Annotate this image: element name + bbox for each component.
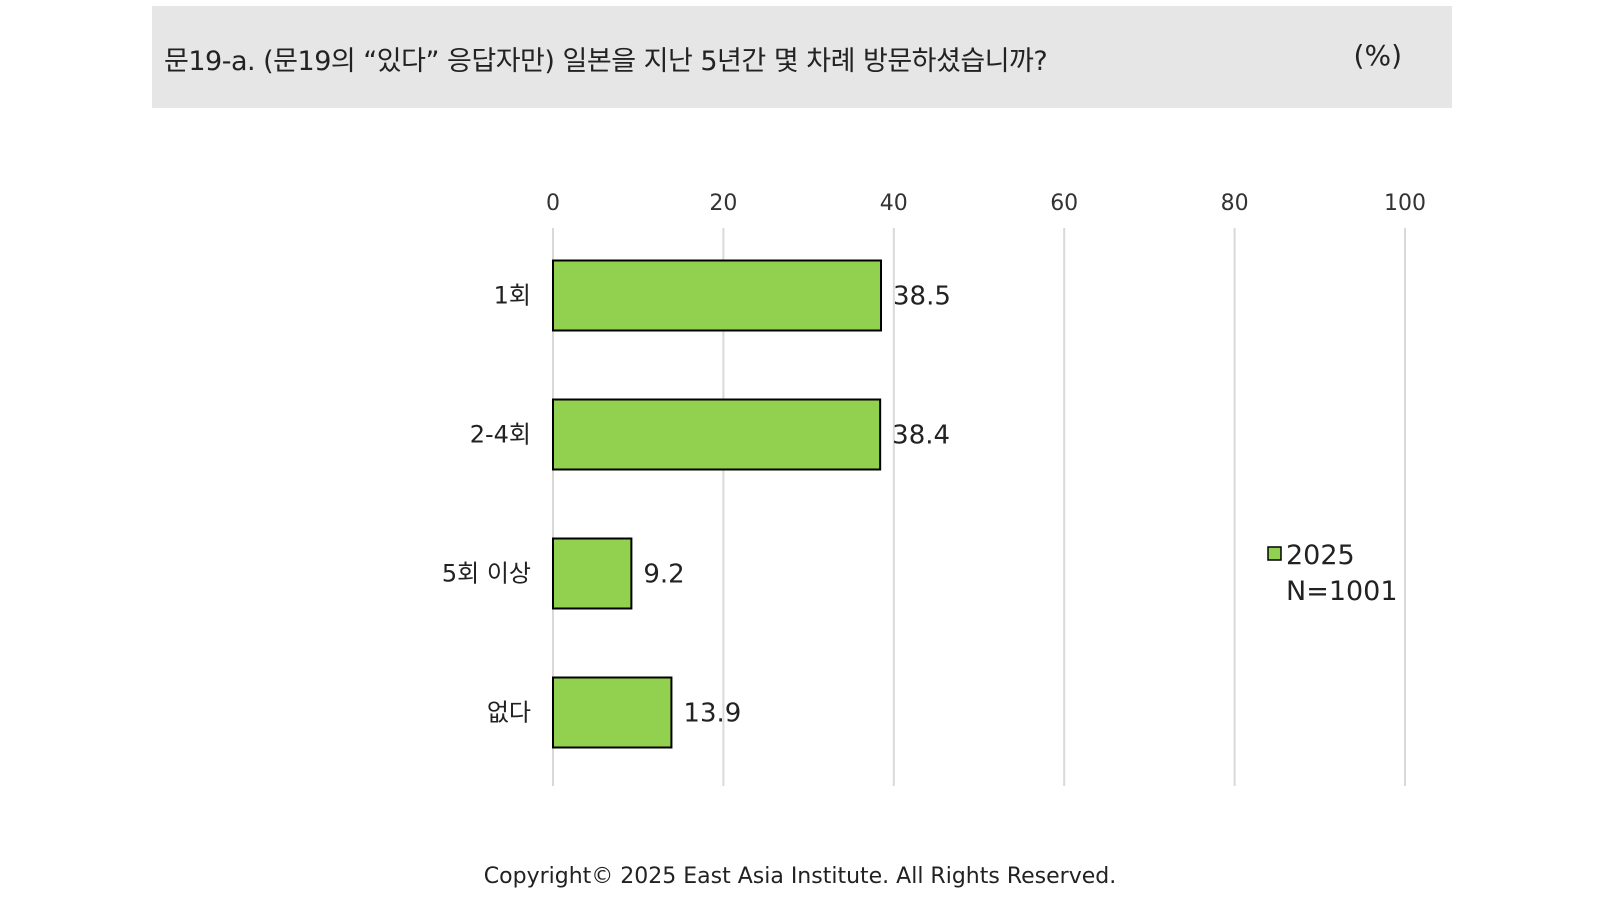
unit-label: (%) xyxy=(1353,39,1402,72)
category-label-2: 2-4회 xyxy=(470,421,531,449)
legend-sample-size: N=1001 xyxy=(1286,576,1398,607)
value-label-2: 38.4 xyxy=(892,421,950,451)
value-label-3: 9.2 xyxy=(643,560,684,590)
value-label-4: 13.9 xyxy=(683,699,741,729)
question-title: 문19-a. (문19의 “있다” 응답자만) 일본을 지난 5년간 몇 차례 … xyxy=(164,46,1048,77)
legend-label: 2025 xyxy=(1286,540,1355,571)
bar-1 xyxy=(552,259,883,332)
x-tick-label-40: 40 xyxy=(880,191,908,216)
x-tick-label-60: 60 xyxy=(1050,191,1078,216)
legend-swatch xyxy=(1267,546,1282,561)
x-tick-label-80: 80 xyxy=(1221,191,1249,216)
copyright-footer: Copyright© 2025 East Asia Institute. All… xyxy=(483,864,1117,889)
x-tick-label-20: 20 xyxy=(709,191,737,216)
category-label-4: 없다 xyxy=(487,699,531,727)
bar-2 xyxy=(552,398,882,471)
x-tick-label-100: 100 xyxy=(1384,191,1426,216)
category-label-3: 5회 이상 xyxy=(442,560,531,588)
bar-4 xyxy=(552,676,673,749)
question-header: 문19-a. (문19의 “있다” 응답자만) 일본을 지난 5년간 몇 차례 … xyxy=(152,6,1452,108)
bar-3 xyxy=(552,537,633,610)
bar-chart: 0 20 40 60 80 100 1회 38.5 2-4회 38.4 5회 이상 9.2 없다 13.9… xyxy=(442,191,1426,786)
value-label-1: 38.5 xyxy=(893,282,951,312)
category-label-1: 1회 xyxy=(494,282,531,310)
x-tick-label-0: 0 xyxy=(546,191,560,216)
